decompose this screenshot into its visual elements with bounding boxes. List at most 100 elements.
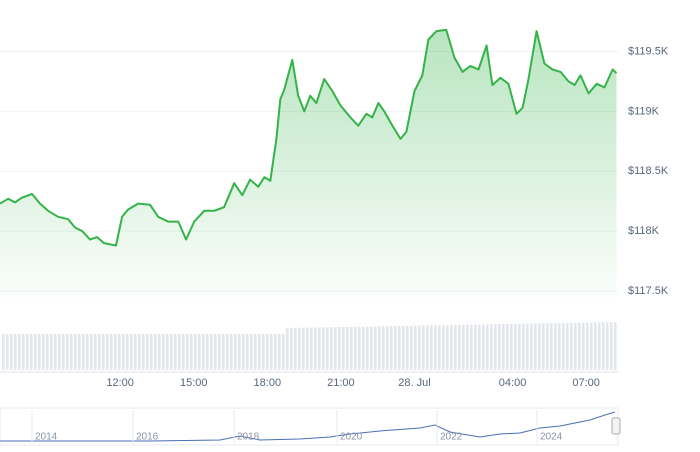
volume-bar <box>146 334 149 370</box>
volume-bar <box>42 334 45 370</box>
y-tick-label: $118.5K <box>628 165 669 177</box>
volume-bar <box>278 334 281 370</box>
volume-bar <box>374 326 377 370</box>
volume-bar <box>150 334 153 370</box>
volume-bar <box>478 324 481 370</box>
volume-bar <box>614 322 617 370</box>
volume-bar <box>450 325 453 370</box>
volume-bar <box>110 334 113 370</box>
volume-bar <box>434 325 437 370</box>
volume-bar <box>366 326 369 370</box>
volume-bar <box>238 334 241 370</box>
volume-bar <box>350 326 353 370</box>
volume-bar <box>194 334 197 370</box>
volume-bar <box>482 324 485 370</box>
volume-bar <box>222 334 225 370</box>
volume-bar <box>102 334 105 370</box>
volume-bar <box>186 334 189 370</box>
y-tick-label: $119.5K <box>628 45 669 57</box>
volume-bar <box>442 325 445 370</box>
volume-bar <box>90 334 93 370</box>
volume-bar <box>498 324 501 370</box>
volume-bar <box>46 334 49 370</box>
volume-bar <box>126 334 129 370</box>
volume-bar <box>178 334 181 370</box>
volume-bar <box>62 334 65 370</box>
volume-bar <box>198 334 201 370</box>
volume-bar <box>106 334 109 370</box>
volume-bar <box>98 334 101 370</box>
volume-bar <box>402 325 405 370</box>
volume-bar <box>558 323 561 370</box>
volume-bar <box>210 334 213 370</box>
volume-bar <box>554 323 557 370</box>
volume-bar <box>602 322 605 370</box>
volume-bar <box>50 334 53 370</box>
volume-bar <box>78 334 81 370</box>
volume-bar <box>154 334 157 370</box>
volume-bar <box>342 326 345 370</box>
x-tick-label: 28. Jul <box>398 377 430 389</box>
volume-bar <box>494 324 497 370</box>
navigator-label: 2014 <box>35 432 58 443</box>
volume-bar <box>606 322 609 370</box>
volume-bar <box>318 327 321 370</box>
volume-bar <box>18 334 21 370</box>
volume-bar <box>70 334 73 370</box>
volume-bar <box>414 325 417 370</box>
volume-bar <box>550 323 553 370</box>
volume-bar <box>566 322 569 370</box>
volume-bar <box>130 334 133 370</box>
x-tick-label: 07:00 <box>572 377 600 389</box>
volume-bar <box>446 325 449 370</box>
volume-bar <box>58 334 61 370</box>
volume-bar <box>458 324 461 370</box>
volume-bar <box>298 327 301 370</box>
volume-bar <box>310 327 313 370</box>
volume-bar <box>6 334 9 370</box>
volume-bar <box>326 327 329 370</box>
volume-bar <box>346 326 349 370</box>
navigator-handle[interactable] <box>611 417 621 435</box>
volume-bar <box>34 334 37 370</box>
volume-bar <box>314 327 317 370</box>
volume-bar <box>410 325 413 370</box>
volume-bar <box>274 334 277 370</box>
volume-bar <box>530 323 533 370</box>
volume-bar <box>578 322 581 370</box>
volume-bar <box>302 327 305 370</box>
volume-bar <box>202 334 205 370</box>
navigator-label: 2024 <box>540 432 563 443</box>
volume-bar <box>2 334 5 370</box>
y-tick-label: $118K <box>628 225 660 237</box>
volume-bar <box>470 324 473 370</box>
volume-bar <box>66 334 69 370</box>
volume-bar <box>538 323 541 370</box>
volume-bar <box>422 325 425 370</box>
volume-bar <box>574 322 577 370</box>
volume-bar <box>390 326 393 370</box>
volume-bar <box>358 326 361 370</box>
volume-bar <box>82 334 85 370</box>
navigator <box>0 407 619 446</box>
volume-bar <box>242 334 245 370</box>
volume-bar <box>38 334 41 370</box>
volume-bar <box>418 325 421 370</box>
volume-bar <box>454 324 457 370</box>
x-tick-label: 04:00 <box>499 377 527 389</box>
volume-bar <box>290 327 293 370</box>
volume-bar <box>294 327 297 370</box>
volume-bar <box>590 322 593 370</box>
volume-bar <box>462 324 465 370</box>
volume-bar <box>362 326 365 370</box>
volume-bar <box>430 325 433 370</box>
volume-bar <box>378 326 381 370</box>
volume-bar <box>370 326 373 370</box>
y-tick-label: $117.5K <box>628 285 669 297</box>
volume-bar <box>86 334 89 370</box>
volume-bar <box>94 334 97 370</box>
volume-bar <box>506 323 509 370</box>
volume-bar <box>466 324 469 370</box>
x-tick-label: 15:00 <box>180 377 208 389</box>
